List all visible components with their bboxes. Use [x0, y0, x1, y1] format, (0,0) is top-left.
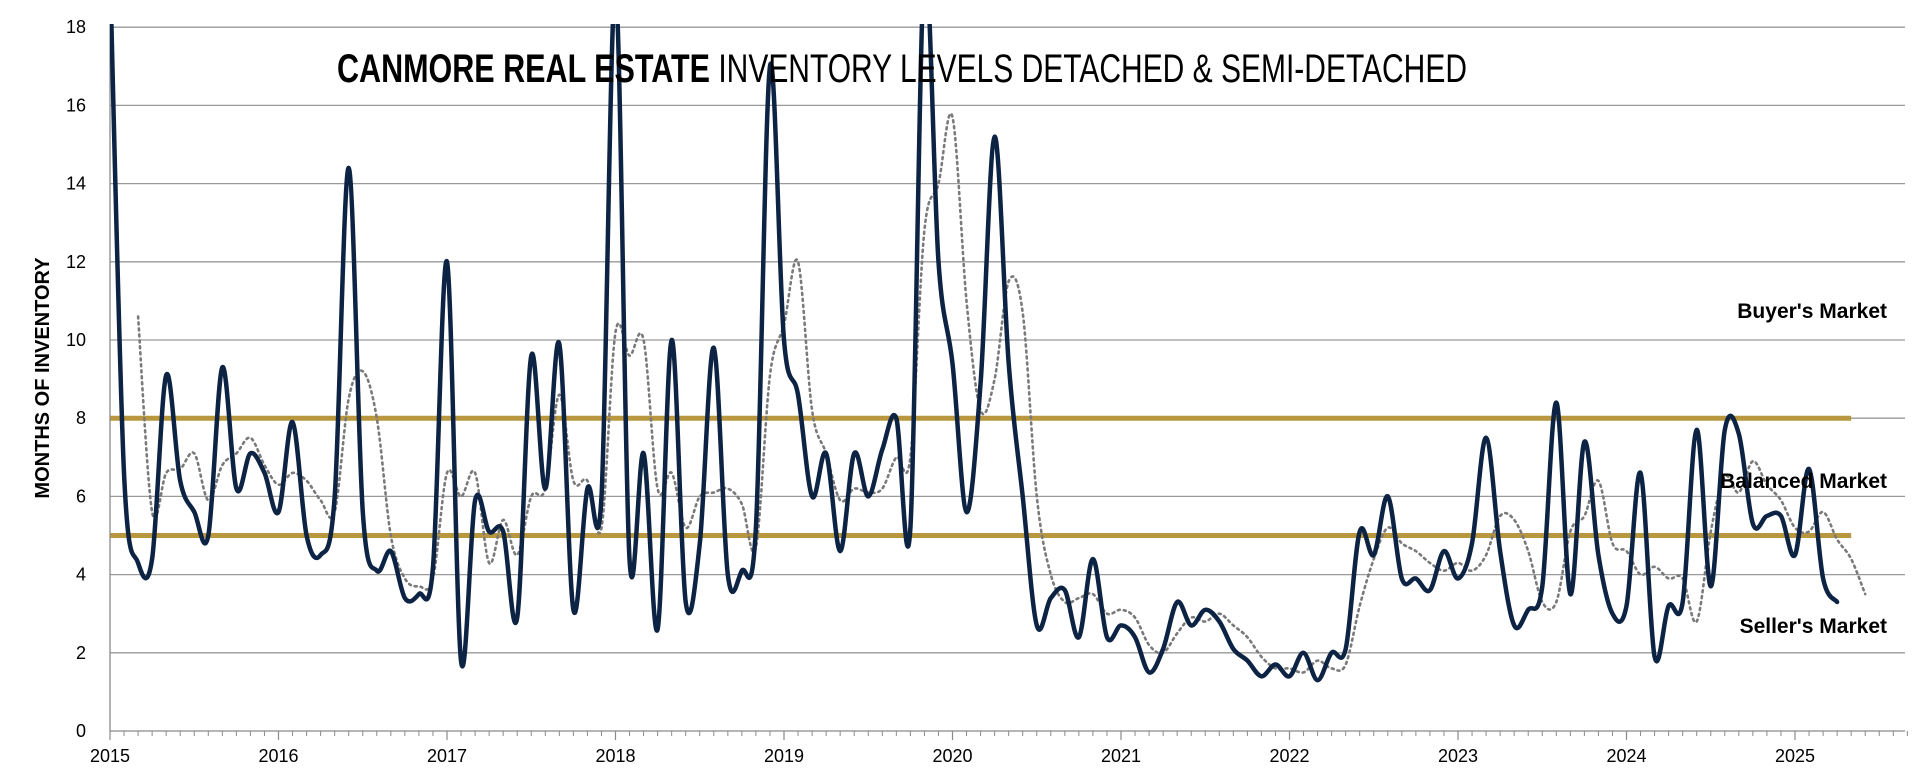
y-tick-label: 16 — [66, 95, 86, 115]
x-tick-label: 2018 — [595, 746, 635, 766]
zone-label-buyers: Buyer's Market — [1737, 300, 1887, 323]
x-tick-label: 2020 — [932, 746, 972, 766]
zone-label-sellers: Seller's Market — [1740, 615, 1887, 638]
x-tick-label: 2015 — [90, 746, 130, 766]
series-lines — [110, 24, 1867, 683]
zone-label-balanced: Balanced Market — [1720, 470, 1887, 493]
y-tick-label: 14 — [66, 174, 86, 194]
y-tick-label: 4 — [76, 565, 86, 585]
chart-title: CANMORE REAL ESTATE INVENTORY LEVELS DET… — [337, 47, 1467, 91]
y-tick-label: 18 — [66, 17, 86, 37]
x-tick-label: 2019 — [764, 746, 804, 766]
series-line-monthly — [110, 24, 1840, 683]
chart-title-rest: INVENTORY LEVELS DETACHED & SEMI-DETACHE… — [710, 47, 1467, 91]
chart-title-bold: CANMORE REAL ESTATE — [337, 47, 710, 91]
x-tick-label: 2016 — [258, 746, 298, 766]
y-tick-label: 8 — [76, 408, 86, 428]
y-tick-label: 2 — [76, 643, 86, 663]
x-tick-label: 2017 — [427, 746, 467, 766]
axes: 0 2 4 6 8 10 12 14 16 18 2015 2016 2017 2018 2019 2020 2… — [66, 17, 1908, 766]
y-tick-label: 0 — [76, 721, 86, 741]
y-tick-label: 10 — [66, 330, 86, 350]
x-tick-label: 2024 — [1606, 746, 1646, 766]
y-axis-label: MONTHS OF INVENTORY — [32, 257, 54, 499]
series-line-average — [136, 112, 1867, 674]
x-tick-label: 2022 — [1269, 746, 1309, 766]
x-tick-label: 2025 — [1775, 746, 1815, 766]
y-tick-label: 6 — [76, 486, 86, 506]
y-tick-label: 12 — [66, 252, 86, 272]
x-tick-label: 2023 — [1438, 746, 1478, 766]
x-tick-label: 2021 — [1101, 746, 1141, 766]
